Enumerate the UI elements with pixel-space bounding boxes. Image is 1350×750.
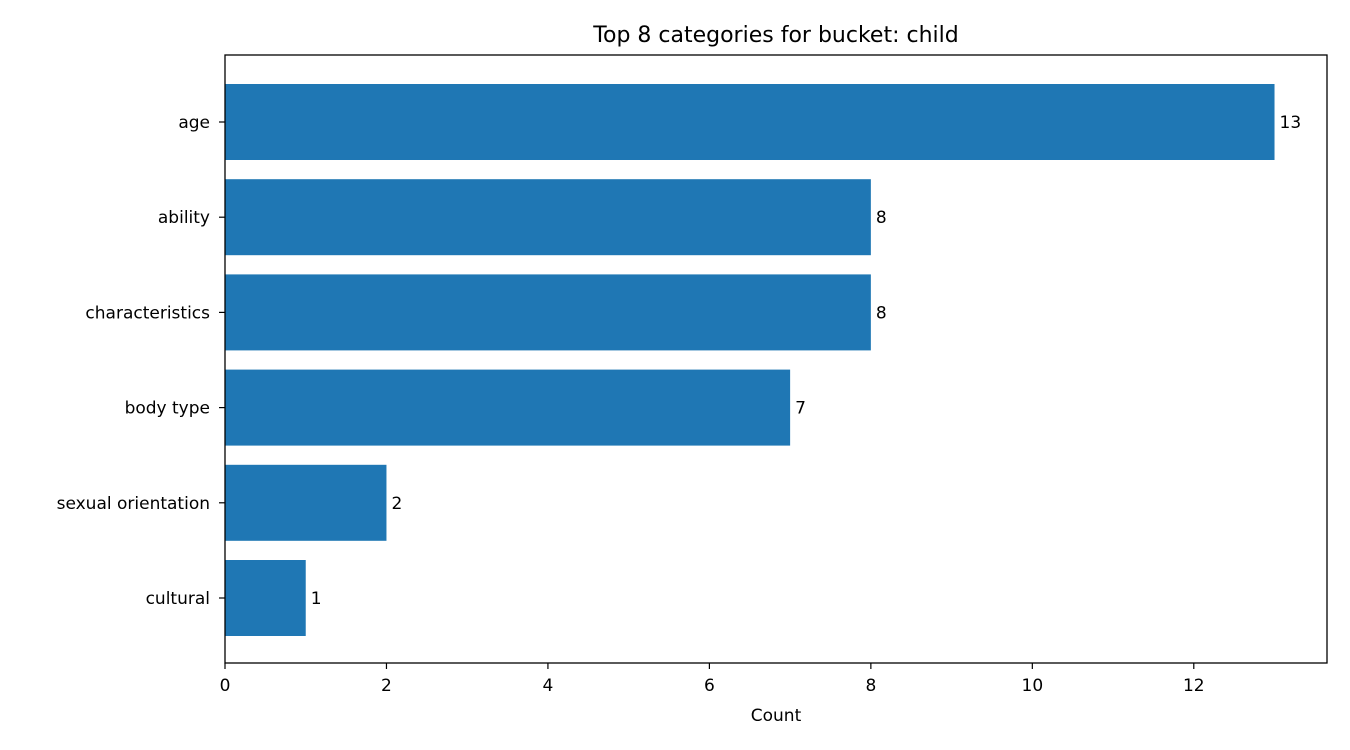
x-tick-label-2: 2 (381, 676, 392, 696)
y-tick-label-ability: ability (158, 208, 210, 228)
plot-frame (224, 54, 1328, 664)
x-tick-label-6: 6 (704, 676, 715, 696)
data-label-ability: 8 (876, 208, 887, 228)
x-tick-label-8: 8 (865, 676, 876, 696)
bar-cultural (225, 560, 306, 636)
chart-title: Top 8 categories for bucket: child (592, 23, 958, 48)
ticks-group: age ability characteristics body type sexual… (57, 113, 1205, 696)
data-label-body-type: 7 (795, 399, 806, 419)
x-tick-label-0: 0 (220, 676, 231, 696)
x-axis-label: Count (751, 706, 802, 726)
y-tick-label-sexual-orientation: sexual orientation (57, 494, 210, 514)
bar-sexual-orientation (225, 464, 387, 541)
bars-group: 13 8 8 7 2 1 (225, 84, 1301, 636)
bar-body-type (225, 369, 791, 446)
data-label-characteristics: 8 (876, 303, 887, 323)
y-tick-label-characteristics: characteristics (85, 303, 210, 323)
data-label-cultural: 1 (311, 589, 322, 609)
y-tick-label-body-type: body type (125, 399, 210, 419)
data-label-sexual-orientation: 2 (391, 494, 402, 514)
x-tick-label-10: 10 (1022, 676, 1044, 696)
y-tick-label-cultural: cultural (146, 589, 210, 609)
bar-characteristics (225, 274, 871, 351)
x-tick-label-4: 4 (543, 676, 554, 696)
bar-ability (225, 179, 871, 256)
x-tick-label-12: 12 (1183, 676, 1205, 696)
data-label-age: 13 (1280, 113, 1302, 133)
y-tick-label-age: age (178, 113, 210, 133)
bar-age (225, 84, 1275, 160)
